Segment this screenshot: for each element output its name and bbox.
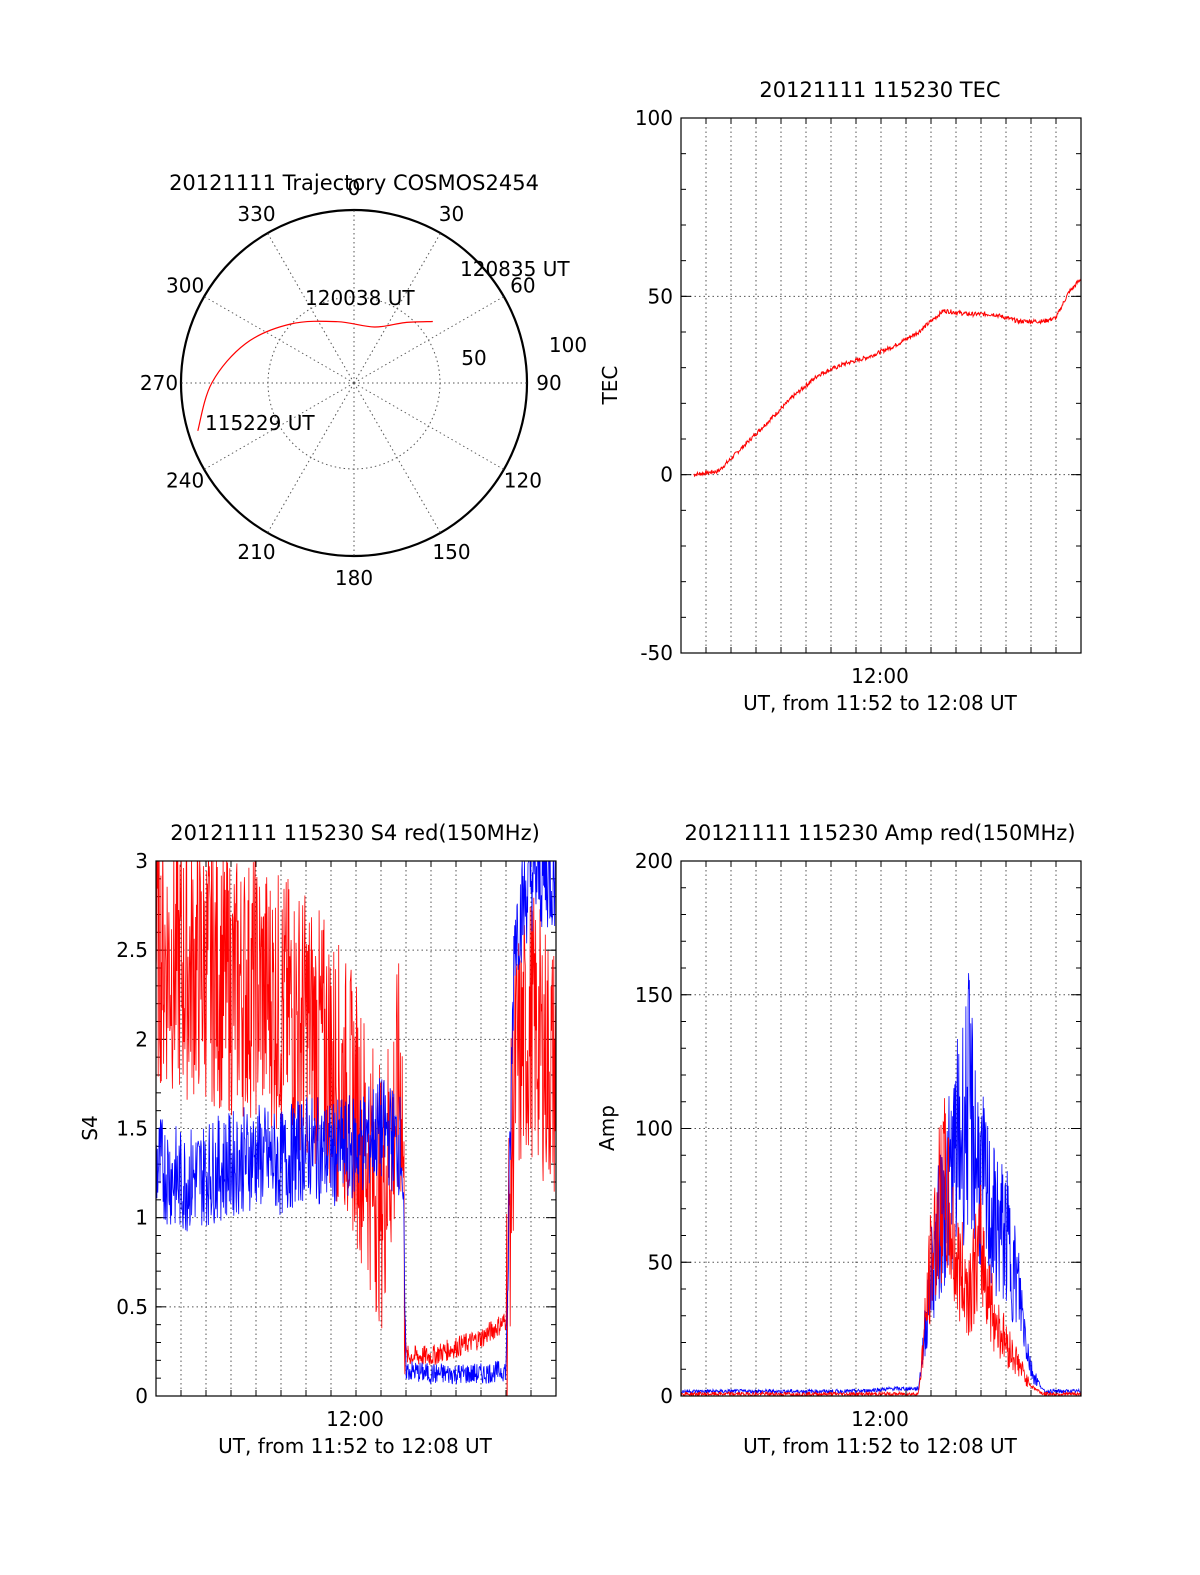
s4-chart: 20121111 115230 S4 red(150MHz) 0 0.5 1 1.5 2… — [78, 821, 557, 1458]
series-line — [156, 861, 556, 1385]
polar-radial-label-50: 50 — [461, 346, 486, 370]
series-line — [693, 278, 1081, 478]
trajectory-mid-label: 120038 UT — [305, 286, 415, 310]
polar-grid — [179, 208, 529, 558]
polar-outer-ring — [179, 208, 529, 558]
amp-chart: 20121111 115230 Amp red(150MHz) 0 50 100 15… — [595, 821, 1082, 1458]
amp-y-axis-label: Amp — [595, 1105, 619, 1151]
trajectory-end-label: 120835 UT — [460, 257, 570, 281]
series-line — [681, 1098, 1081, 1396]
polar-spoke — [267, 382, 355, 534]
polar-angle-label: 60 — [510, 274, 535, 298]
y-tick-label: 1.5 — [116, 1117, 148, 1141]
tec-x-axis-label: UT, from 11:52 to 12:08 UT — [743, 691, 1018, 715]
y-tick-label: 50 — [648, 284, 673, 308]
polar-angle-label: 150 — [432, 540, 470, 564]
y-tick-label: 200 — [635, 849, 673, 873]
polar-spoke — [353, 382, 505, 470]
trajectory-start-label: 115229 UT — [205, 411, 315, 435]
amp-title: 20121111 115230 Amp red(150MHz) — [684, 821, 1075, 845]
trajectory-line — [197, 320, 433, 431]
tec-y-axis-label: TEC — [598, 366, 622, 406]
polar-angle-label: 330 — [237, 202, 275, 226]
polar-trajectory-chart: 20121111 Trajectory COSMOS2454 0 30 60 90 12… — [140, 171, 587, 590]
s4-y-axis-label: S4 — [78, 1115, 102, 1140]
polar-spoke — [203, 382, 355, 470]
polar-angle-label: 0 — [348, 176, 361, 200]
y-tick-label: 0 — [660, 1384, 673, 1408]
y-tick-label: 100 — [635, 1117, 673, 1141]
y-tick-label: 50 — [648, 1250, 673, 1274]
series-line — [681, 973, 1081, 1395]
y-tick-label: 2.5 — [116, 938, 148, 962]
y-tick-label: 3 — [135, 849, 148, 873]
y-tick-label: 100 — [635, 106, 673, 130]
s4-y-tick-labels: 0 0.5 1 1.5 2 2.5 3 — [116, 849, 148, 1408]
polar-radial-label-100: 100 — [549, 333, 587, 357]
polar-angle-label: 210 — [237, 540, 275, 564]
polar-spoke — [203, 296, 355, 384]
amp-y-tick-labels: 0 50 100 150 200 — [635, 849, 673, 1408]
polar-angle-label: 240 — [166, 469, 204, 493]
y-tick-label: 2 — [135, 1027, 148, 1051]
tec-chart: 20121111 115230 TEC -50 0 50 100 12:00 UT, … — [598, 78, 1082, 715]
y-tick-label: 0 — [135, 1384, 148, 1408]
polar-angle-label: 30 — [439, 202, 464, 226]
s4-x-tick-12:00: 12:00 — [326, 1407, 384, 1431]
amp-series — [681, 973, 1081, 1396]
polar-title: 20121111 Trajectory COSMOS2454 — [169, 171, 539, 195]
amp-x-tick-12:00: 12:00 — [851, 1407, 909, 1431]
tec-grid — [681, 117, 1081, 654]
tec-title: 20121111 115230 TEC — [759, 78, 1000, 102]
tec-series — [693, 278, 1081, 478]
y-tick-label: 150 — [635, 983, 673, 1007]
polar-angle-label: 300 — [166, 274, 204, 298]
polar-trajectory-series — [197, 320, 433, 431]
s4-series — [156, 861, 556, 1396]
y-tick-label: 1 — [135, 1206, 148, 1230]
polar-spoke — [353, 232, 441, 384]
polar-angle-label: 120 — [504, 469, 542, 493]
tec-x-tick-12:00: 12:00 — [851, 664, 909, 688]
tec-y-tick-labels: -50 0 50 100 — [635, 106, 673, 665]
polar-spoke — [353, 382, 441, 534]
s4-plot-frame — [155, 860, 557, 1397]
polar-angle-label: 270 — [140, 371, 178, 395]
series-line — [156, 861, 556, 1396]
y-tick-label: 0.5 — [116, 1295, 148, 1319]
polar-angle-labels: 0 30 60 90 120 150 180 210 240 270 300 330 — [140, 176, 562, 590]
tec-plot-frame — [680, 117, 1082, 654]
polar-spoke — [267, 232, 355, 384]
polar-angle-label: 90 — [536, 371, 561, 395]
polar-angle-label: 180 — [335, 566, 373, 590]
s4-x-axis-label: UT, from 11:52 to 12:08 UT — [218, 1434, 493, 1458]
amp-plot-frame — [680, 860, 1082, 1397]
polar-spoke — [353, 296, 505, 384]
y-tick-label: -50 — [640, 641, 673, 665]
amp-x-axis-label: UT, from 11:52 to 12:08 UT — [743, 1434, 1018, 1458]
s4-title: 20121111 115230 S4 red(150MHz) — [170, 821, 540, 845]
y-tick-label: 0 — [660, 463, 673, 487]
